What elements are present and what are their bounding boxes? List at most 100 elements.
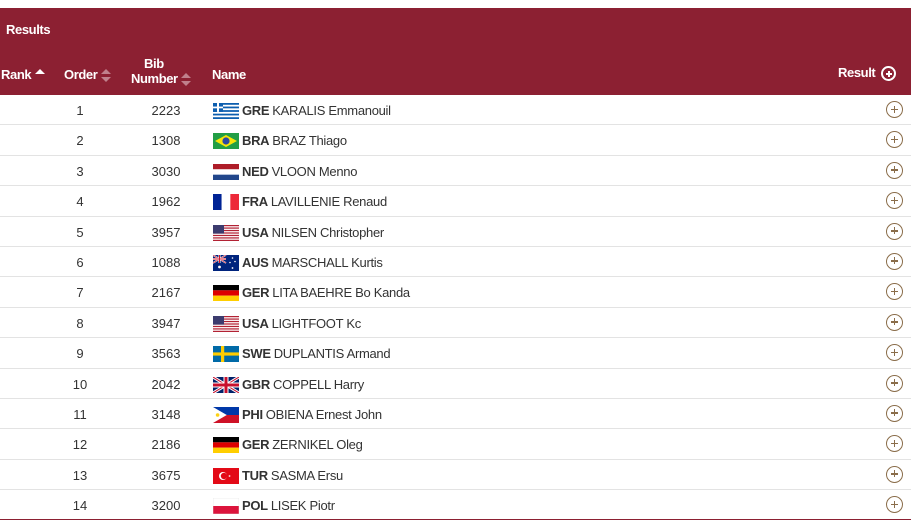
bib-column-header-line2: Number — [131, 71, 178, 86]
result-label: Result — [838, 65, 876, 80]
expand-result-plus-icon[interactable] — [886, 435, 903, 453]
bib-cell: 3563 — [151, 346, 181, 362]
order-cell: 1 — [76, 103, 84, 118]
country-code: POL — [242, 498, 268, 514]
athlete-name: COPPELL Harry — [273, 376, 364, 392]
country-code: NED — [242, 163, 269, 179]
bib-column-header: Bib — [144, 56, 164, 71]
athlete-name-cell: POL LISEK Piotr — [242, 498, 335, 513]
country-code: PHI — [242, 406, 263, 422]
bib-cell: 1308 — [151, 133, 181, 149]
expand-result-plus-icon[interactable] — [886, 252, 903, 270]
order-cell: 11 — [73, 406, 87, 422]
expand-result-plus-icon[interactable] — [886, 161, 903, 179]
expand-result-plus-icon[interactable] — [886, 496, 903, 514]
australia-flag-icon — [213, 254, 239, 271]
greece-flag-icon — [213, 103, 239, 119]
expand-result-plus-icon[interactable] — [886, 131, 903, 149]
philippines-flag-icon — [213, 406, 239, 423]
table-row: 14 3200 POL LISEK Piotr — [0, 490, 911, 521]
expand-result-plus-icon[interactable] — [886, 344, 903, 362]
country-code: GBR — [242, 376, 270, 392]
athlete-name-cell: PHI OBIENA Ernest John — [242, 407, 382, 422]
bib-cell: 2042 — [151, 376, 181, 392]
table-row: 1 2223 GRE KARALIS Emmanouil — [0, 95, 911, 126]
athlete-name: ZERNIKEL Oleg — [272, 437, 363, 453]
expand-result-plus-icon[interactable] — [886, 404, 903, 422]
country-code: USA — [242, 315, 269, 331]
order-cell: 4 — [76, 194, 84, 210]
order-cell: 3 — [76, 163, 84, 179]
bib-cell: 2223 — [151, 103, 181, 118]
bib-cell: 3947 — [151, 315, 181, 331]
country-code: GRE — [242, 103, 270, 118]
netherlands-flag-icon — [213, 163, 239, 180]
sort-arrows-icon — [180, 72, 191, 87]
section-title: Results — [6, 22, 51, 37]
sort-by-rank[interactable]: Rank — [1, 67, 46, 83]
athlete-name: LIGHTFOOT Kc — [271, 315, 362, 331]
usa-flag-icon — [213, 315, 239, 332]
order-cell: 13 — [72, 467, 88, 483]
order-cell: 12 — [72, 437, 88, 453]
athlete-name: VLOON Menno — [271, 163, 358, 179]
athlete-name-cell: GBR COPPELL Harry — [242, 377, 364, 392]
table-row: 12 2186 GER ZERNIKEL Oleg — [0, 429, 911, 460]
sort-by-bib[interactable]: Bib Number — [131, 56, 201, 87]
athlete-name-cell: GER LITA BAEHRE Bo Kanda — [242, 285, 410, 300]
table-row: 4 1962 FRA LAVILLENIE Renaud — [0, 186, 911, 217]
table-header: Results Rank Order Bib Number Name Resul… — [0, 8, 911, 95]
order-cell: 14 — [72, 498, 88, 514]
bib-cell: 1088 — [151, 254, 181, 270]
country-code: TUR — [242, 467, 268, 483]
expand-result-plus-icon[interactable] — [886, 192, 903, 210]
sort-arrows-icon — [35, 68, 46, 83]
athlete-name: LITA BAEHRE Bo Kanda — [272, 285, 410, 301]
order-cell: 2 — [76, 133, 84, 149]
bib-cell: 3675 — [151, 467, 181, 483]
name-column-header: Name — [212, 67, 246, 82]
turkey-flag-icon — [213, 467, 239, 484]
country-code: GER — [242, 437, 270, 453]
table-row: 6 1088 AUS MARSCHALL Kurtis — [0, 247, 911, 278]
table-row: 9 3563 SWE DUPLANTIS Armand — [0, 338, 911, 369]
table-row: 13 3675 TUR SASMA Ersu — [0, 460, 911, 491]
expand-result-plus-icon[interactable] — [886, 283, 903, 301]
athlete-name-cell: SWE DUPLANTIS Armand — [242, 346, 391, 362]
bib-cell: 2186 — [151, 437, 181, 453]
expand-result-plus-icon[interactable] — [886, 101, 903, 118]
athlete-name: OBIENA Ernest John — [265, 406, 382, 422]
order-cell: 5 — [76, 224, 84, 240]
expand-result-plus-icon[interactable] — [886, 465, 903, 483]
order-cell: 10 — [72, 376, 88, 392]
table-row: 7 2167 GER LITA BAEHRE Bo Kanda — [0, 277, 911, 308]
athlete-name: DUPLANTIS Armand — [273, 346, 391, 362]
sort-arrows-icon — [101, 68, 112, 83]
athlete-name: SASMA Ersu — [270, 467, 343, 483]
bib-cell: 3148 — [151, 406, 181, 422]
expand-all-plus-icon[interactable] — [881, 66, 897, 82]
result-column-header[interactable]: Result — [838, 65, 897, 82]
athlete-name-cell: TUR SASMA Ersu — [242, 468, 343, 483]
table-row: 5 3957 USA NILSEN Christopher — [0, 217, 911, 247]
expand-result-plus-icon[interactable] — [886, 313, 903, 331]
expand-result-plus-icon[interactable] — [886, 374, 903, 392]
germany-flag-icon — [213, 437, 239, 454]
athlete-name-cell: USA LIGHTFOOT Kc — [242, 316, 361, 331]
country-code: BRA — [242, 133, 270, 149]
order-cell: 7 — [76, 285, 84, 301]
athlete-name: LISEK Piotr — [270, 498, 335, 514]
table-row: 10 2042 GBR COPPELL Harry — [0, 369, 911, 399]
brazil-flag-icon — [213, 133, 239, 150]
sweden-flag-icon — [213, 346, 239, 363]
bib-cell: 3200 — [151, 498, 181, 514]
usa-flag-icon — [213, 224, 239, 241]
athlete-name-cell: GER ZERNIKEL Oleg — [242, 437, 363, 452]
sort-by-order[interactable]: Order — [64, 67, 112, 83]
country-code: USA — [242, 224, 269, 240]
country-code: GER — [242, 285, 270, 301]
country-code: AUS — [242, 254, 269, 270]
country-code: FRA — [242, 194, 268, 210]
athlete-name-cell: AUS MARSCHALL Kurtis — [242, 255, 383, 270]
expand-result-plus-icon[interactable] — [886, 222, 903, 240]
